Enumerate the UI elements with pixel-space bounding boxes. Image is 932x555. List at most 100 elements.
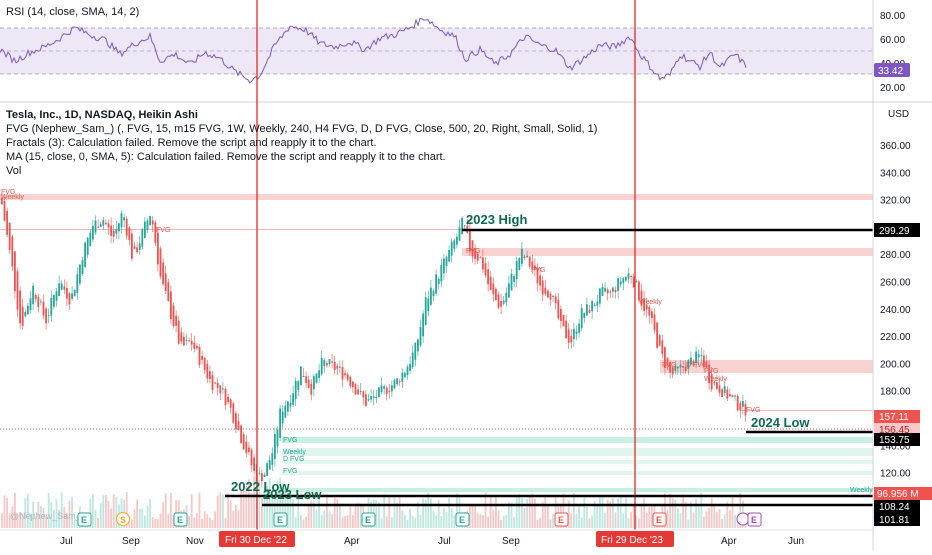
volume-bar (328, 511, 331, 528)
candle (281, 405, 284, 428)
earnings-marker[interactable]: E (273, 512, 288, 527)
volume-bar (474, 504, 476, 528)
earnings-marker[interactable]: E (736, 512, 762, 527)
badge-2024-low (874, 433, 920, 446)
candle (474, 244, 476, 265)
volume-bar (669, 494, 671, 528)
fvg-zone-148 (282, 437, 873, 443)
volume-bar (29, 513, 32, 528)
volume-bar (604, 513, 606, 528)
candle (177, 315, 180, 345)
candle (604, 281, 606, 293)
earnings-marker[interactable]: E (554, 512, 569, 527)
earnings-marker[interactable]: E (77, 512, 92, 527)
svg-text:E: E (459, 515, 465, 525)
volume-bar (513, 516, 515, 528)
candle (331, 353, 333, 369)
candle (419, 319, 422, 347)
candle (73, 289, 76, 297)
fvg-label: FVG (746, 407, 760, 414)
fvg-labels: FVG Weekly FVG FVG FVG Weekly FVG D FVG … (1, 189, 760, 414)
candle (344, 369, 346, 379)
earnings-marker[interactable]: E (361, 512, 376, 527)
candle (68, 292, 71, 311)
volume-bar (305, 516, 307, 528)
volume-bar (336, 498, 339, 528)
volume-bar (554, 494, 557, 528)
candle (359, 383, 362, 396)
fractals-indicator-label[interactable]: Fractals (3): Calculation failed. Remove… (6, 137, 377, 149)
volume-bar (437, 500, 440, 528)
volume-indicator-label[interactable]: Vol (6, 165, 22, 177)
candle (643, 290, 645, 316)
dfvg-label: D FVG (686, 362, 707, 369)
volume-bar (268, 477, 271, 528)
fvg-labels-green: FVG Weekly D FVG FVG Weekly (283, 437, 873, 494)
candle (115, 220, 118, 239)
candle (40, 298, 42, 306)
rsi-series-line (0, 17, 747, 84)
volume-bar (302, 519, 305, 528)
earnings-marker[interactable]: E (173, 512, 188, 527)
ma-indicator-label[interactable]: MA (15, close, 0, SMA, 5): Calculation f… (6, 151, 446, 163)
annotation-2024-low[interactable]: 2024 Low (751, 415, 810, 430)
candle (586, 297, 588, 317)
volume-bar (567, 500, 570, 528)
currency-label[interactable]: USD (888, 109, 909, 120)
volume-bar (292, 499, 294, 528)
candle (510, 268, 513, 291)
candle (627, 267, 630, 284)
candle (661, 334, 664, 359)
volume-bar (508, 502, 510, 528)
candle (497, 291, 500, 310)
annotation-2022-low[interactable]: 2022 Low (231, 479, 290, 494)
volume-bar (450, 508, 453, 528)
volume-bar (55, 499, 58, 528)
volume-bar (32, 501, 34, 528)
candle (580, 304, 583, 332)
rsi-indicator-label[interactable]: RSI (14, close, SMA, 14, 2) (6, 6, 140, 18)
candlesticks[interactable] (1, 193, 747, 488)
time-axis[interactable]: Jul Sep Nov Apr Jul Sep Apr Jun Fri 30 D… (0, 529, 873, 547)
candle (263, 472, 266, 478)
candle (125, 215, 128, 240)
earnings-marker[interactable]: E (455, 512, 470, 527)
candle (29, 291, 32, 314)
volume-bar (144, 515, 146, 528)
candle (682, 360, 684, 375)
volume-bar (315, 510, 318, 528)
volume-bar (396, 502, 398, 528)
rsi-pane[interactable] (0, 17, 873, 84)
volume-bar (115, 496, 118, 528)
volume-bar (526, 498, 528, 528)
event-markers[interactable]: E S E E E E E E E (77, 512, 762, 527)
annotation-2023-high[interactable]: 2023 High (466, 212, 527, 227)
volume-bar (320, 515, 323, 528)
earnings-marker[interactable]: E (652, 512, 667, 527)
candle (744, 399, 747, 423)
candle (206, 359, 209, 384)
volume-bar (573, 493, 575, 528)
candle (1, 193, 3, 206)
volume-bar (427, 492, 430, 528)
candle (346, 372, 349, 382)
badge-current-price (874, 410, 920, 423)
candle (591, 299, 593, 320)
candle (172, 302, 175, 329)
candle (214, 381, 216, 385)
candle (102, 216, 105, 231)
candle (718, 378, 721, 397)
symbol-title[interactable]: Tesla, Inc., 1D, NASDAQ, Heikin Ashi (6, 109, 198, 121)
candle (284, 400, 287, 419)
annotation-2023-low[interactable]: 2023 Low (263, 487, 322, 502)
volume-bar (289, 493, 292, 528)
price-axis[interactable]: 80.00 60.00 40.00 20.00 33.42 USD 360.00… (872, 0, 932, 550)
candle (391, 380, 393, 397)
candle (502, 296, 505, 306)
split-marker[interactable]: S (116, 512, 130, 526)
candle (352, 380, 354, 393)
candle (32, 282, 34, 311)
fvg-indicator-label[interactable]: FVG (Nephew_Sam_) (, FVG, 15, m15 FVG, 1… (6, 123, 598, 135)
volume-bar (674, 499, 677, 528)
